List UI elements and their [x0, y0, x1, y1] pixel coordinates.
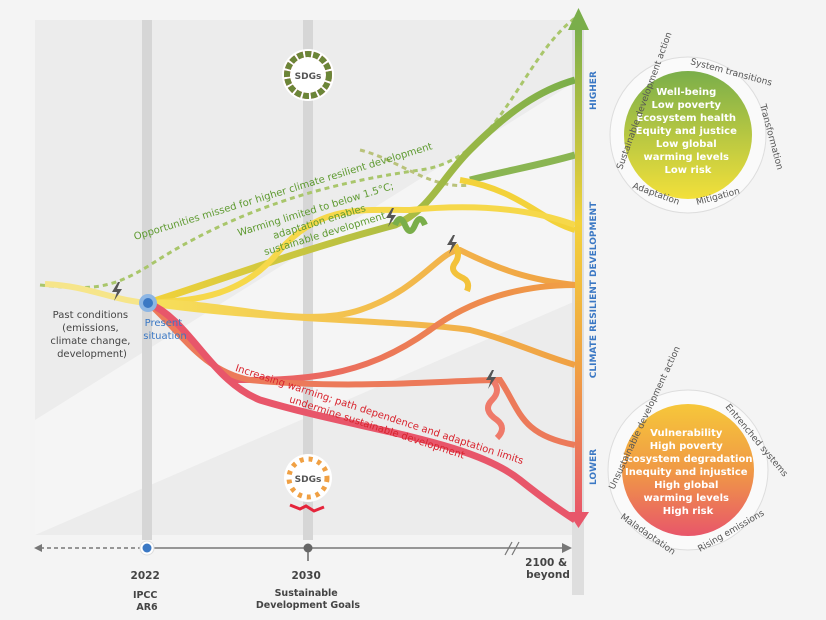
tick-2030: 2030 Sustainable Development Goals	[256, 570, 360, 611]
sdgs-badge-broken: SDGs	[284, 454, 332, 513]
tick-2022: 2022 IPCC AR6	[131, 570, 164, 613]
high-outcome-list: Well-being Low poverty Ecosystem health …	[636, 87, 741, 176]
climate-resilient-development-scale: HIGHER CLIMATE RESILIENT DEVELOPMENT LOW…	[568, 8, 599, 528]
time-axis: 2022 IPCC AR6 2030 Sustainable Developme…	[34, 540, 572, 613]
past-pathway	[44, 281, 149, 306]
missed-opportunity-branch	[359, 148, 471, 188]
pathway-yellow-1	[459, 177, 576, 233]
scale-low-label: LOWER	[589, 449, 599, 485]
lightning-icon	[112, 208, 496, 389]
axis-break	[504, 541, 513, 556]
arrow-left-icon	[34, 544, 42, 552]
pathway-yellow-2	[147, 204, 577, 306]
present-dot	[143, 298, 153, 308]
arrow-right-icon	[562, 543, 572, 553]
sdgs-badge-top: SDGs	[282, 49, 334, 101]
shock-wiggle-red	[485, 377, 505, 441]
pathway-green-2	[469, 151, 576, 184]
missed-opportunity-pathway	[39, 16, 576, 290]
year-2030-bar	[303, 20, 313, 540]
tick-2100: 2100 & beyond	[525, 557, 571, 581]
low-outcome-list: Vulnerability High poverty Ecosystem deg…	[620, 428, 756, 517]
scale-title: CLIMATE RESILIENT DEVELOPMENT	[589, 201, 599, 378]
arrow-up-icon	[568, 8, 589, 30]
past-conditions-label: Past conditions (emissions, climate chan…	[50, 310, 133, 360]
pathway-orange-2	[229, 282, 576, 383]
sdgs-text: SDGs	[295, 475, 322, 485]
sdgs-text: SDGs	[295, 72, 322, 82]
pathway-red-1	[146, 300, 576, 448]
scale-high-label: HIGHER	[589, 71, 599, 110]
shock-wiggle-green	[392, 216, 428, 234]
year-2022-bar	[142, 20, 152, 540]
high-resilience-outcome: Well-being Low poverty Ecosystem health …	[609, 31, 784, 214]
pathway-red-2	[146, 299, 577, 523]
tick-2022-marker	[142, 543, 152, 553]
shock-wiggle-yellow	[450, 243, 472, 293]
arrow-down-icon	[568, 512, 589, 528]
present-situation-label: Present situation	[143, 318, 187, 342]
axis-break	[511, 541, 520, 556]
low-resilience-outcome: Vulnerability High poverty Ecosystem deg…	[607, 345, 789, 557]
